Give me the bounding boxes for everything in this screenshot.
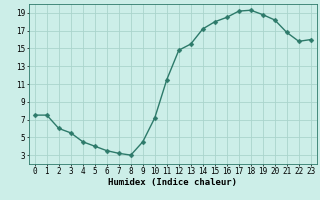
X-axis label: Humidex (Indice chaleur): Humidex (Indice chaleur) (108, 178, 237, 187)
